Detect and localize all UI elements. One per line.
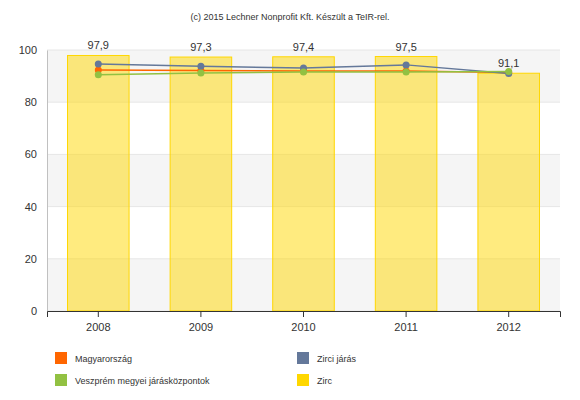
x-tick-mark [303,311,304,317]
bar [375,57,437,311]
y-tick-label: 20 [25,253,37,265]
marker [197,69,204,76]
x-tick-label: 2009 [189,321,213,333]
legend-item: Zirci járás [297,352,357,364]
bar [68,55,130,311]
data-label: 97,9 [88,39,109,51]
y-tick: 20 [25,253,47,265]
legend-label: Zirc [317,376,332,386]
line-series [95,61,512,77]
data-label: 91,1 [498,57,519,69]
x-tick-label: 2010 [291,321,315,333]
y-axis-line [47,51,48,312]
marker [95,71,102,78]
legend-label: Veszprém megyei járásközpontok [75,376,210,386]
bar [170,57,232,311]
data-label: 97,3 [190,41,211,53]
legend-item: Veszprém megyei járásközpontok [55,374,210,386]
x-tick: 2011 [394,311,418,333]
line-series [95,68,512,78]
x-tick: 2008 [86,311,110,333]
y-tick-label: 60 [25,148,37,160]
x-tick: 2009 [189,311,213,333]
legend-label: Zirci járás [317,354,357,364]
data-labels: 97,9 97,3 97,4 97,5 91,1 [88,39,520,69]
legend-swatch [55,352,67,364]
y-tick: 40 [25,201,47,213]
x-tick-label: 2011 [394,321,418,333]
legend-swatch [297,374,309,386]
y-tick-label: 40 [25,201,37,213]
y-tick: 100 [19,44,47,56]
bar-series [68,55,540,311]
marker [403,61,410,68]
legend: Magyarország Zirci járás Veszprém megyei j… [55,352,357,386]
chart: (c) 2015 Lechner Nonprofit Kft. Készült … [0,0,580,400]
x-tick-label: 2008 [86,321,110,333]
y-axis: 0 20 40 60 80 100 [19,44,48,317]
x-tick-mark [98,311,99,317]
marker [300,68,307,75]
y-tick-label: 0 [31,305,37,317]
marker [197,63,204,70]
marks [68,55,540,311]
bar [478,73,540,311]
legend-swatch [297,352,309,364]
legend-item: Zirc [297,374,332,386]
y-tick: 0 [31,305,47,317]
bar [273,57,335,311]
legend-item: Magyarország [55,352,132,364]
x-tick-mark [406,311,407,317]
x-tick-label: 2012 [496,321,520,333]
y-tick: 80 [25,96,47,108]
plot: 0 20 40 60 80 100 2008 2009 2010 2011 2012 97,9 97,3… [19,39,561,332]
title: (c) 2015 Lechner Nonprofit Kft. Készült … [191,12,390,22]
x-axis-line [48,312,561,318]
legend-label: Magyarország [75,354,132,364]
x-tick: 2010 [291,311,315,333]
data-label: 97,4 [293,41,314,53]
legend-swatch [55,374,67,386]
grid [47,50,560,311]
y-tick-label: 80 [25,96,37,108]
x-tick-mark [508,311,509,317]
marker [403,68,410,75]
marker [95,61,102,68]
x-axis: 2008 2009 2010 2011 2012 [48,311,561,333]
y-tick-label: 100 [19,44,37,56]
x-tick: 2012 [496,311,520,333]
data-label: 97,5 [395,41,416,53]
x-tick-mark [200,311,201,317]
y-tick: 60 [25,148,47,160]
